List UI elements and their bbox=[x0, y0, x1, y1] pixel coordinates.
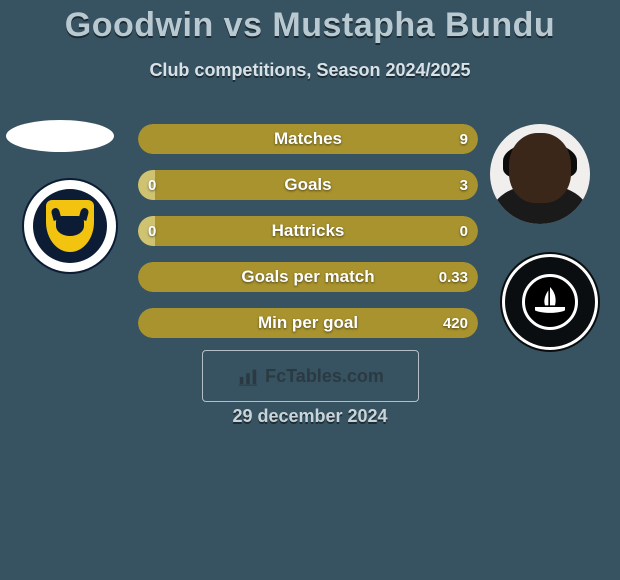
club-left-crest bbox=[22, 178, 118, 274]
date-label: 29 december 2024 bbox=[0, 406, 620, 427]
stat-label: Goals bbox=[138, 170, 478, 200]
plymouth-crest-icon bbox=[500, 252, 600, 352]
player-right-avatar bbox=[490, 124, 590, 224]
club-right-crest bbox=[500, 252, 600, 352]
stat-label: Hattricks bbox=[138, 216, 478, 246]
player-left-avatar bbox=[6, 120, 114, 152]
stat-value-right: 0 bbox=[460, 216, 468, 246]
fctables-label: FcTables.com bbox=[265, 366, 384, 387]
bar-chart-icon bbox=[237, 365, 259, 387]
sailboat-icon bbox=[530, 282, 570, 322]
stat-value-right: 420 bbox=[443, 308, 468, 338]
stat-row: 0Hattricks0 bbox=[138, 216, 478, 246]
comparison-card: Goodwin vs Mustapha Bundu Club competiti… bbox=[0, 0, 620, 580]
stat-row: Matches9 bbox=[138, 124, 478, 154]
stat-value-right: 9 bbox=[460, 124, 468, 154]
fctables-badge: FcTables.com bbox=[202, 350, 419, 402]
stat-label: Matches bbox=[138, 124, 478, 154]
stat-row: 0Goals3 bbox=[138, 170, 478, 200]
page-subtitle: Club competitions, Season 2024/2025 bbox=[0, 60, 620, 81]
stat-row: Goals per match0.33 bbox=[138, 262, 478, 292]
stat-value-right: 3 bbox=[460, 170, 468, 200]
stat-label: Goals per match bbox=[138, 262, 478, 292]
stat-value-right: 0.33 bbox=[439, 262, 468, 292]
page-title: Goodwin vs Mustapha Bundu bbox=[0, 6, 620, 45]
stat-bars: Matches90Goals30Hattricks0Goals per matc… bbox=[138, 124, 478, 354]
stat-label: Min per goal bbox=[138, 308, 478, 338]
stat-row: Min per goal420 bbox=[138, 308, 478, 338]
oxford-crest-icon bbox=[22, 178, 118, 274]
